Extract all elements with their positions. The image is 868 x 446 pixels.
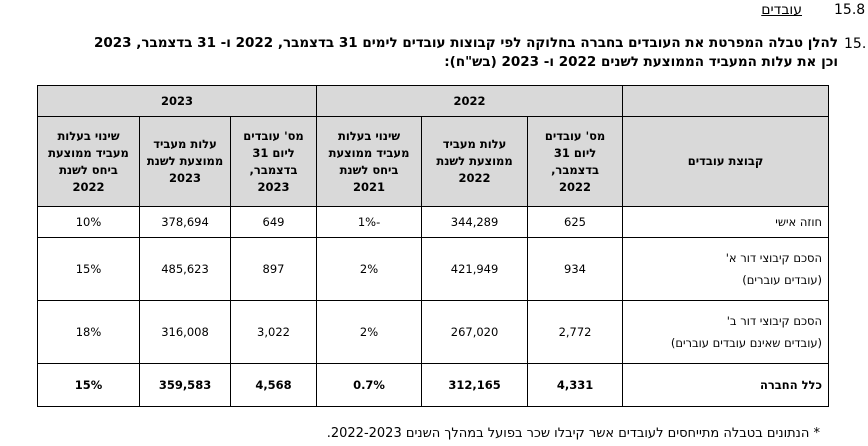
table-cell: 897 [230,237,318,301]
table-cell: -1% [316,206,423,238]
table-cell: 2% [316,237,423,301]
item-number: 15. [844,36,867,52]
group-name-line: הסכם קיבוצי דור ב' [726,314,823,328]
table-cell: 10% [36,206,141,238]
table-cell: 15% [36,363,141,407]
table-cell: 3,022 [230,300,318,364]
intro-line: להלן טבלה המפרטת את העובדים בחברה בחלוקה… [93,35,838,51]
table-cell: 4,568 [230,363,318,407]
section-title: עובדים [761,2,802,18]
employees-table: 2022 2023 קבוצת עובדים מס' עובדים ליום 3… [36,85,830,407]
table-cell: 934 [527,237,624,301]
group-name-cell: הסכם קיבוצי דור א' (עובדים עוברים) [622,237,830,301]
column-header: שינוי בעלות מעביד ממוצעת ביחס לשנת 2021 [316,116,423,207]
table-cell: 649 [230,206,318,238]
group-header: קבוצת עובדים [622,116,830,207]
table-cell: 2% [316,300,423,364]
table-cell: 625 [527,206,624,238]
group-name-cell: כלל החברה [622,363,830,407]
table-cell: 485,623 [139,237,232,301]
table-cell: 2,772 [527,300,624,364]
footnote: * הנתונים בטבלה מתייחסים לעובדים אשר קיב… [326,426,820,441]
group-name-cell: הסכם קיבוצי דור ב' (עובדים שאינם עובדים … [622,300,830,364]
table-row: חוזה אישי 625 344,289 -1% 649 378,694 10… [36,206,830,238]
table-cell: 267,020 [421,300,529,364]
table-cell: 18% [36,300,141,364]
table-cell: 316,008 [139,300,232,364]
column-header-row: קבוצת עובדים מס' עובדים ליום 31 בדצמבר, … [36,116,830,207]
table-cell: 344,289 [421,206,529,238]
table-cell: 421,949 [421,237,529,301]
group-name-line: (עובדים עוברים) [742,273,823,287]
group-name-line: הסכם קיבוצי דור א' [725,251,823,265]
table-cell: 378,694 [139,206,232,238]
table-cell: 0.7% [316,363,423,407]
group-name-line: (עובדים שאינם עובדים עוברים) [670,336,823,350]
column-header: מס' עובדים ליום 31 בדצמבר, 2022 [527,116,624,207]
column-header: עלות מעביד ממוצעת לשנת 2023 [139,116,232,207]
table-cell: 359,583 [139,363,232,407]
blank-header-cell [622,85,830,117]
table-cell: 312,165 [421,363,529,407]
year-header-row: 2022 2023 [36,85,830,117]
column-header: מס' עובדים ליום 31 בדצמבר, 2023 [230,116,318,207]
column-header: שינוי בעלות מעביד ממוצעת ביחס לשנת 2022 [36,116,141,207]
column-header: עלות מעביד ממוצעת לשנת 2022 [421,116,529,207]
table-cell: 15% [36,237,141,301]
total-row: כלל החברה 4,331 312,165 0.7% 4,568 359,5… [36,363,830,407]
section-number: 15.8 [834,2,866,18]
group-name-cell: חוזה אישי [622,206,830,238]
year-2022-header: 2022 [316,85,624,117]
intro-paragraph: להלן טבלה המפרטת את העובדים בחברה בחלוקה… [0,34,838,72]
table-row: הסכם קיבוצי דור א' (עובדים עוברים) 934 4… [36,237,830,301]
year-2023-header: 2023 [36,85,318,117]
intro-line: וכן את עלות המעביד הממוצעת לשנים 2022 ו-… [444,54,838,70]
table-row: הסכם קיבוצי דור ב' (עובדים שאינם עובדים … [36,300,830,364]
table-cell: 4,331 [527,363,624,407]
